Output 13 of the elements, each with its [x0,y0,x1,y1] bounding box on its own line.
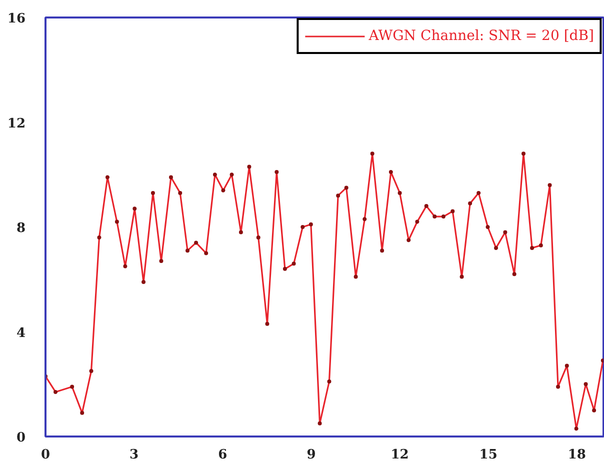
y-tick-label: 4 [16,326,26,341]
x-tick-label: 6 [218,448,228,462]
y-tick-label: 16 [7,12,26,26]
x-tick-label: 15 [479,448,498,462]
x-tick-label: 12 [390,448,409,462]
x-tick-label: 3 [130,448,139,462]
y-tick-label: 0 [16,430,26,446]
x-tick-label: 18 [568,448,586,462]
y-tick-label: 12 [7,116,26,132]
y-tick-label: 8 [16,221,26,236]
x-tick-label: 0 [40,448,50,462]
legend-label: AWGN Channel: SNR = 20 [dB] [368,28,594,44]
x-tick-label: 9 [306,448,316,462]
